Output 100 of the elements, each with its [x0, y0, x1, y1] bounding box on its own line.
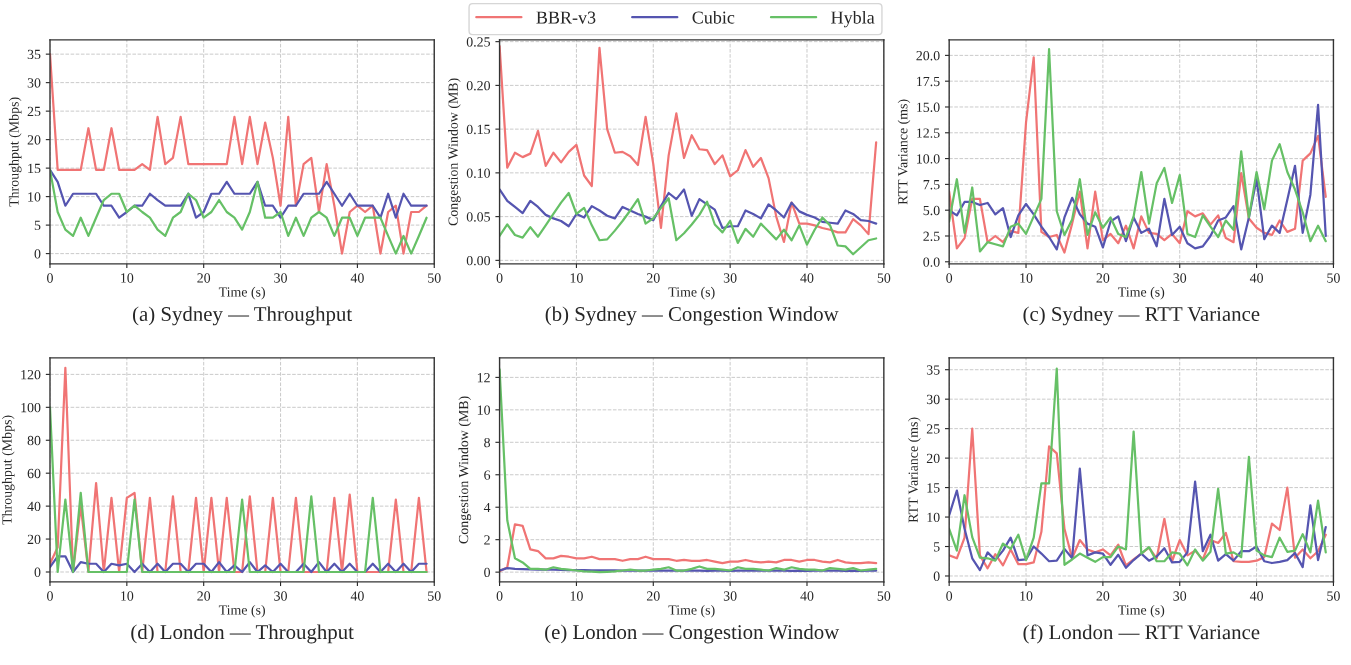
x-tick-label: 10 — [570, 591, 583, 601]
x-axis-title: Time (s) — [1118, 604, 1165, 618]
line-series — [499, 191, 878, 256]
x-tick-label: 10 — [1020, 591, 1033, 601]
x-tick-label: 50 — [877, 273, 891, 283]
y-tick-label: 10 — [927, 512, 940, 522]
y-axis-title: RTT Variance (ms) — [897, 99, 911, 205]
y-tick-label: 20 — [926, 453, 940, 464]
y-tick-label: 15 — [28, 163, 41, 174]
y-tick-label: 60 — [27, 468, 41, 479]
y-axis-title: Throughput (Mbps) — [8, 97, 22, 207]
text: (e) London — Congestion Window — [545, 624, 840, 644]
y-tick-label: 0.20 — [466, 80, 491, 91]
x-axis-title: Time (s) — [1118, 286, 1165, 300]
x-tick-label: 20 — [1096, 273, 1110, 283]
legend-label: Hybla — [831, 10, 875, 28]
x-axis-title: Time (s) — [668, 604, 715, 618]
y-tick-label: 20 — [27, 135, 41, 145]
x-tick-label: 50 — [1327, 591, 1340, 601]
y-tick-label: 35 — [27, 49, 41, 60]
y-tick-label: 30 — [926, 394, 940, 405]
y-tick-label: 0.15 — [466, 124, 491, 135]
y-tick-label: 0 — [484, 567, 491, 578]
x-tick-label: 10 — [121, 273, 134, 283]
text: (d) London — Throughput — [131, 624, 354, 644]
line-series — [499, 523, 878, 573]
x-axis-title: Time (s) — [668, 286, 715, 300]
x-tick-label: 40 — [800, 273, 814, 283]
y-axis-title: Throughput (Mbps) — [1, 415, 15, 525]
x-tick-label: 20 — [646, 591, 660, 601]
line-series — [949, 467, 1327, 572]
y-tick-label: 25 — [926, 424, 940, 434]
y-tick-label: 15.0 — [917, 102, 940, 112]
x-tick-label: 10 — [570, 273, 583, 283]
legend-label: Cubic — [692, 10, 735, 24]
y-tick-label: 25 — [27, 106, 41, 117]
x-tick-label: 0 — [47, 273, 53, 283]
x-tick-label: 50 — [1327, 273, 1340, 283]
line-series — [499, 368, 878, 574]
y-tick-label: 0.25 — [466, 37, 491, 47]
x-tick-label: 30 — [723, 273, 737, 283]
y-tick-label: 35 — [926, 365, 940, 375]
y-tick-label: 17.5 — [917, 76, 940, 87]
x-tick-label: 30 — [1173, 591, 1187, 601]
y-axis-title: Congestion Window (MB) — [448, 78, 461, 226]
y-tick-label: 30 — [27, 78, 41, 88]
y-tick-label: 10 — [477, 405, 491, 415]
text: (b) Sydney — Congestion Window — [545, 306, 839, 326]
x-tick-label: 20 — [1096, 591, 1110, 601]
y-axis-title: RTT Variance (ms) — [908, 417, 921, 523]
y-tick-label: 0.00 — [466, 255, 491, 266]
y-axis-title: Congestion Window (MB) — [458, 396, 472, 544]
y-tick-label: 10.0 — [917, 154, 940, 164]
y-tick-label: 2.5 — [923, 231, 940, 242]
y-tick-label: 0 — [34, 249, 41, 259]
y-tick-label: 100 — [21, 402, 41, 413]
legend-label: BBR-v3 — [536, 11, 596, 24]
x-tick-label: 30 — [1173, 273, 1187, 283]
y-tick-label: 5.0 — [923, 205, 940, 216]
x-tick-label: 40 — [1249, 273, 1263, 283]
x-tick-label: 40 — [350, 591, 364, 601]
x-tick-label: 30 — [274, 273, 287, 283]
y-tick-label: 7.5 — [923, 180, 940, 190]
text: (f) London — RTT Variance — [1023, 624, 1260, 644]
x-tick-label: 0 — [47, 591, 53, 601]
y-tick-label: 6 — [484, 470, 491, 480]
line-series — [949, 367, 1327, 567]
y-tick-label: 5 — [934, 542, 940, 552]
text: (c) Sydney — RTT Variance — [1023, 306, 1260, 326]
y-tick-label: 40 — [27, 501, 41, 512]
line-series — [499, 44, 878, 244]
y-tick-label: 20 — [27, 534, 41, 545]
text: (a) Sydney — Throughput — [132, 306, 353, 326]
y-tick-label: 4 — [483, 502, 491, 513]
y-tick-label: 12.5 — [917, 128, 940, 138]
x-tick-label: 10 — [1020, 273, 1033, 283]
line-series — [499, 188, 878, 230]
x-tick-label: 50 — [877, 591, 891, 601]
x-axis-title: Time (s) — [218, 286, 265, 300]
x-tick-label: 10 — [121, 591, 134, 601]
x-tick-label: 40 — [350, 273, 364, 283]
y-tick-label: 0.10 — [466, 168, 491, 178]
y-tick-label: 0 — [34, 567, 41, 577]
y-tick-label: 2 — [484, 535, 490, 545]
y-tick-label: 80 — [27, 435, 41, 446]
x-tick-label: 40 — [1249, 591, 1263, 601]
x-tick-label: 30 — [274, 591, 287, 601]
x-tick-label: 40 — [800, 591, 814, 601]
x-tick-label: 0 — [496, 273, 503, 283]
x-tick-label: 0 — [946, 273, 953, 283]
x-tick-label: 50 — [428, 591, 441, 601]
x-tick-label: 20 — [197, 591, 211, 601]
y-tick-label: 0.0 — [923, 257, 940, 267]
x-tick-label: 0 — [496, 591, 503, 601]
x-axis-title: Time (s) — [218, 604, 265, 618]
x-tick-label: 20 — [646, 273, 660, 283]
y-tick-label: 0.05 — [466, 212, 491, 222]
x-tick-label: 20 — [197, 273, 211, 283]
line-series — [949, 103, 1327, 251]
line-series — [49, 366, 428, 574]
